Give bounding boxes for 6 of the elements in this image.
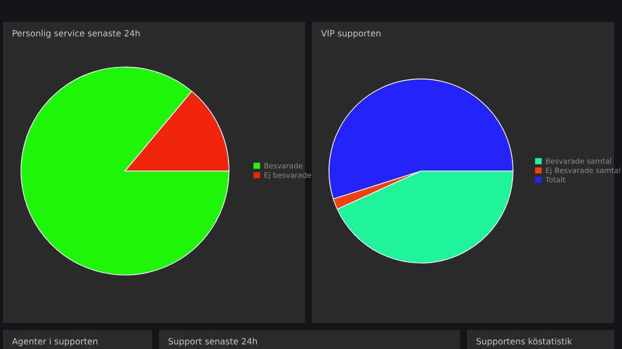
chart-title: Personlig service senaste 24h — [12, 30, 140, 38]
pie-slice — [20, 66, 230, 276]
text: Support senaste 24h — [168, 338, 257, 346]
chart-title: VIP supporten — [321, 30, 380, 38]
text: Agenter i supporten — [12, 338, 98, 346]
text: Supportens köstatistik — [476, 338, 572, 346]
